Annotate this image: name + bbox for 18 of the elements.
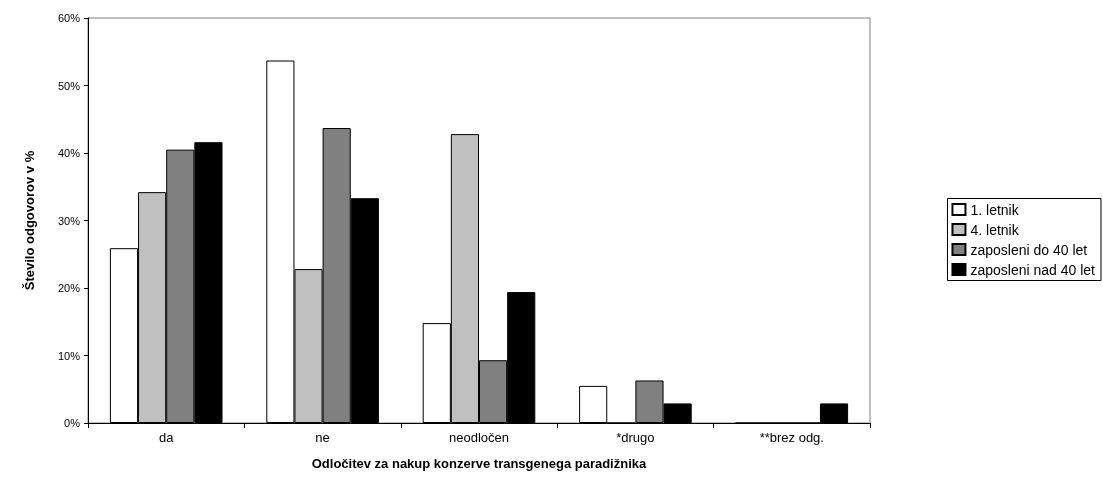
x-tick-label: neodločen <box>449 430 509 445</box>
y-axis-title: Število odgovorov v % <box>22 150 37 291</box>
y-tick-label: 60% <box>57 12 81 24</box>
x-tick-label: *drugo <box>616 430 655 445</box>
y-tick-label: 30% <box>57 214 81 227</box>
y-tick-label: 20% <box>57 282 81 294</box>
legend-label: 1. letnik <box>970 201 1020 218</box>
x-tick-label: da <box>158 430 175 445</box>
y-tick-label: 10% <box>57 349 81 362</box>
y-tick-label: 50% <box>57 79 81 92</box>
legend-label: zaposleni do 40 let <box>970 241 1088 258</box>
legend-label: zaposleni nad 40 let <box>970 261 1096 278</box>
y-tick-label: 40% <box>57 147 81 159</box>
x-tick-label: **brez odg. <box>759 430 824 445</box>
x-tick-label: ne <box>315 430 330 445</box>
legend-label: 4. letnik <box>970 221 1020 238</box>
x-axis-title: Odločitev za nakup konzerve transgenega paradižnika <box>311 456 648 471</box>
y-tick-label: 0% <box>64 417 81 429</box>
